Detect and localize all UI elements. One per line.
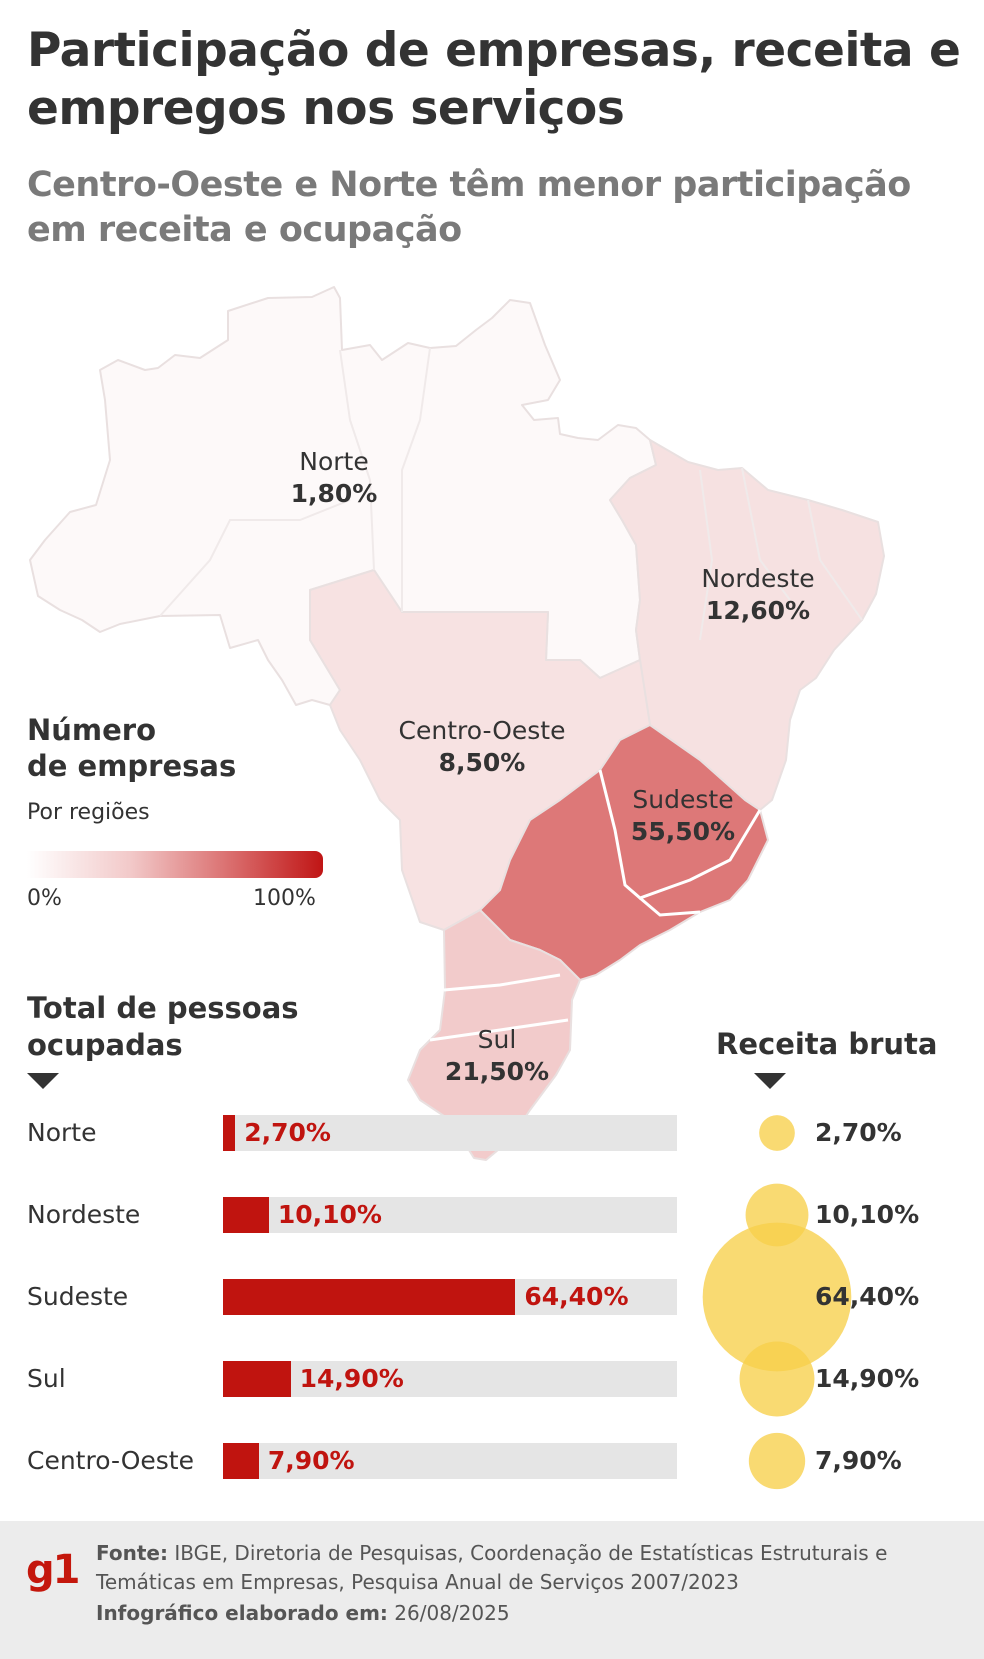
bubble-centro-oeste [748,1432,806,1490]
map-legend-subtitle: Por regiões [27,800,150,825]
map-value-sul: 21,50% [445,1057,549,1086]
bar-category-sul: Sul [27,1364,66,1393]
map-legend-title-line2: de empresas [27,749,237,783]
footer-source-label: Fonte: [96,1541,168,1565]
bubble-value-sudeste: 64,40% [815,1282,920,1311]
bar-norte [223,1115,236,1151]
bar-nordeste [223,1197,269,1233]
map-label-sul: Sul [478,1025,517,1054]
map-value-sudeste: 55,50% [631,817,735,846]
bar-category-centro-oeste: Centro-Oeste [27,1446,194,1475]
bar-centro-oeste [223,1443,259,1479]
bubble-value-centro-oeste: 7,90% [815,1446,902,1475]
bar-track-sul: 14,90% [223,1361,677,1397]
bubble-value-nordeste: 10,10% [815,1200,920,1229]
page-title: Participação de empresas, receita e empr… [27,23,961,136]
employment-title: Total de pessoas ocupadas [27,990,299,1064]
bar-track-sudeste: 64,40% [223,1279,677,1315]
map-legend-gradient [27,851,323,878]
employment-title-line1: Total de pessoas [27,991,299,1025]
map-value-centro-oeste: 8,50% [439,748,526,777]
footer-date-value: 26/08/2025 [394,1601,510,1625]
bubble-value-norte: 2,70% [815,1118,902,1147]
bubble-value-sul: 14,90% [815,1364,920,1393]
bar-category-norte: Norte [27,1118,97,1147]
bar-track-centro-oeste: 7,90% [223,1443,677,1479]
bar-value-centro-oeste: 7,90% [267,1446,355,1475]
footer-date-label: Infográfico elaborado em: [96,1601,388,1625]
page-subtitle: Centro-Oeste e Norte têm menor participa… [27,165,911,250]
map-legend-min: 0% [27,886,62,911]
map-label-nordeste: Nordeste [701,564,814,593]
bar-value-norte: 2,70% [244,1118,331,1147]
g1-logo: g1 [26,1547,80,1593]
bar-sudeste [223,1279,516,1315]
footer-source-text: IBGE, Diretoria de Pesquisas, Coordenaçã… [96,1541,888,1594]
map-value-norte: 1,80% [291,479,378,508]
map-label-sudeste: Sudeste [632,785,733,814]
footer: g1 Fonte: IBGE, Diretoria de Pesquisas, … [0,1521,984,1659]
footer-date: Infográfico elaborado em: 26/08/2025 [96,1601,510,1625]
map-legend-title: Número de empresas [27,712,236,784]
revenue-arrow-icon [754,1073,786,1089]
revenue-title: Receita bruta [716,1027,938,1061]
employment-arrow-icon [27,1073,59,1089]
bubble-sul [739,1341,815,1417]
brazil-regions-map: Norte 1,80% Nordeste 12,60% Centro-Oeste… [29,286,885,1161]
footer-source: Fonte: IBGE, Diretoria de Pesquisas, Coo… [96,1539,966,1597]
bar-category-sudeste: Sudeste [27,1282,129,1311]
map-region-sudeste [479,724,769,981]
bar-value-nordeste: 10,10% [277,1200,382,1229]
bar-value-sul: 14,90% [299,1364,404,1393]
bar-value-sudeste: 64,40% [524,1282,629,1311]
map-value-nordeste: 12,60% [706,596,810,625]
map-legend-max: 100% [253,886,316,911]
map-legend-title-line1: Número [27,713,157,747]
bar-track-norte: 2,70% [223,1115,677,1151]
bar-category-nordeste: Nordeste [27,1200,141,1229]
map-label-norte: Norte [299,447,368,476]
employment-title-line2: ocupadas [27,1028,183,1062]
map-label-centro-oeste: Centro-Oeste [399,716,566,745]
bar-sul [223,1361,291,1397]
bar-track-nordeste: 10,10% [223,1197,677,1233]
